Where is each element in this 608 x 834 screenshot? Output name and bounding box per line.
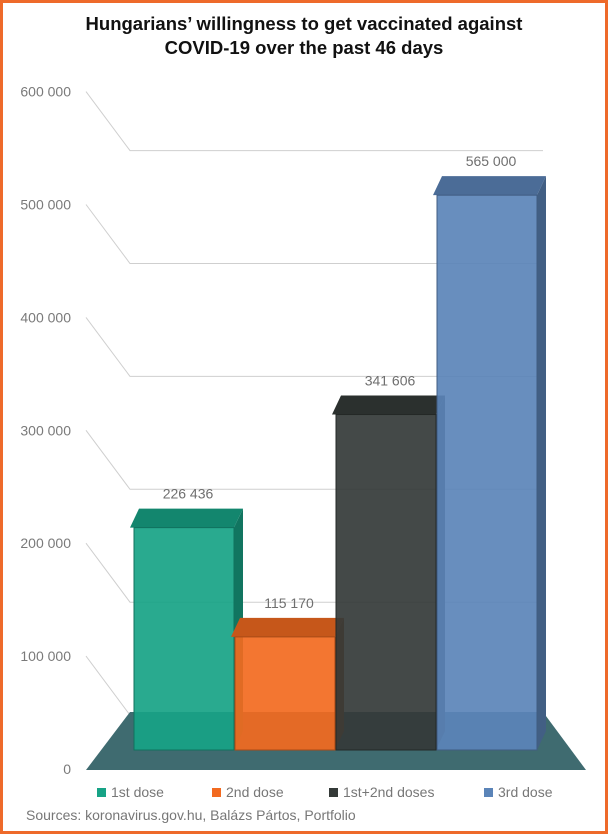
legend-swatch-3rd-dose: [484, 787, 493, 797]
legend-item-1st-dose: 1st dose: [97, 784, 164, 800]
gridline-diagonal-500000: [85, 204, 543, 264]
chart-title-line-2: COVID-19 over the past 46 days: [164, 37, 444, 58]
legend-swatch-1st-2nd-doses: [329, 787, 338, 797]
legend-item-3rd-dose: 3rd dose: [484, 784, 552, 800]
bar-1st-2nd-doses: [335, 414, 437, 751]
bar-side-3rd-dose: [537, 176, 546, 751]
bar-1st-dose: [133, 527, 235, 751]
legend-label-3rd-dose: 3rd dose: [498, 784, 553, 800]
data-label-1st-2nd-doses: 341 606: [365, 373, 416, 389]
legend-label-2nd-dose: 2nd dose: [226, 784, 284, 800]
y-tick-label-300000: 300 000: [20, 422, 71, 438]
bar-2nd-dose: [234, 636, 336, 751]
bar-top-1st-dose: [130, 508, 243, 528]
chart-title-line-1: Hungarians’ willingness to get vaccinate…: [85, 13, 523, 34]
data-label-3rd-dose: 565 000: [466, 153, 517, 169]
gridline-diagonal-600000: [85, 91, 543, 152]
bar-top-3rd-dose: [433, 176, 546, 196]
data-label-1st-dose: 226 436: [163, 486, 214, 502]
legend-item-2nd-dose: 2nd dose: [212, 784, 284, 800]
bar-3rd-dose: [436, 194, 538, 751]
chart-title: Hungarians’ willingness to get vaccinate…: [40, 12, 568, 60]
source-note: Sources: koronavirus.gov.hu, Balázs Párt…: [26, 807, 356, 823]
legend-swatch-2nd-dose: [212, 787, 221, 797]
gridline-diagonal-400000: [85, 317, 543, 377]
legend-item-1st-2nd-doses: 1st+2nd doses: [329, 784, 434, 800]
y-tick-label-600000: 600 000: [20, 84, 71, 100]
bar-top-1st-2nd-doses: [332, 395, 445, 415]
y-tick-label-100000: 100 000: [20, 648, 71, 664]
y-tick-label-200000: 200 000: [20, 535, 71, 551]
bar-top-2nd-dose: [231, 617, 344, 637]
legend-label-1st-dose: 1st dose: [111, 784, 164, 800]
y-tick-label-500000: 500 000: [20, 197, 71, 213]
legend-label-1st-2nd-doses: 1st+2nd doses: [343, 784, 435, 800]
legend-swatch-1st-dose: [97, 787, 106, 797]
y-tick-label-0: 0: [63, 761, 71, 777]
y-tick-label-400000: 400 000: [20, 309, 71, 325]
chart-legend: 1st dose 2nd dose 1st+2nd doses 3rd dose: [0, 784, 608, 804]
data-label-2nd-dose: 115 170: [264, 595, 314, 611]
